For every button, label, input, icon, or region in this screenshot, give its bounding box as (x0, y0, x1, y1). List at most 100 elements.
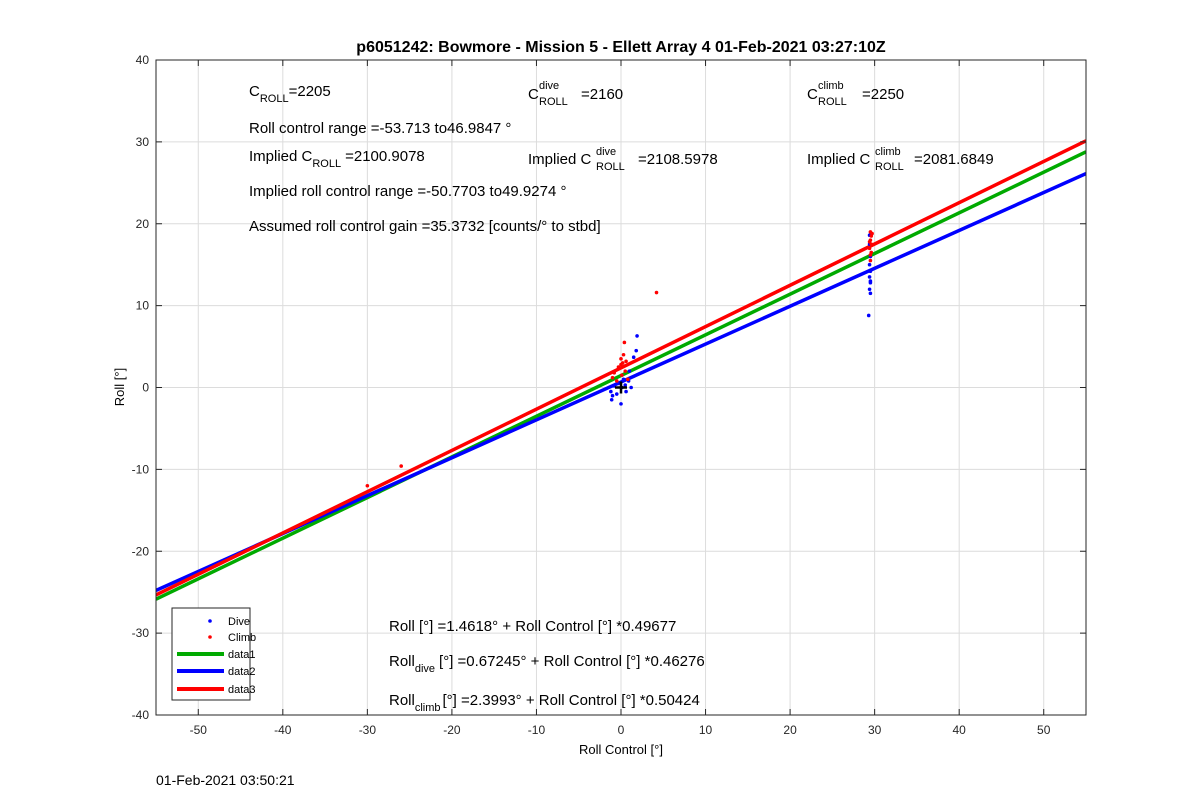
y-tick-label: 0 (142, 381, 149, 395)
data-point-climb (624, 359, 628, 364)
x-tick-label: 50 (1037, 723, 1051, 737)
data-point-dive (610, 393, 615, 398)
legend: Dive Climb data1 data2 data3 (171, 607, 256, 701)
x-tick-label: -40 (274, 723, 292, 737)
annotation-fit-climb: Rollclimb [°] =2.3993° + Roll Control [°]… (389, 692, 700, 714)
data-point-climb (868, 253, 873, 257)
y-tick-label: 30 (136, 135, 150, 149)
legend-marker-dive (208, 619, 212, 623)
data-point-dive (623, 383, 628, 387)
x-tick-label: 40 (953, 723, 967, 737)
data-point-dive (629, 385, 633, 390)
data-point-climb (620, 361, 625, 365)
y-tick-label: 40 (136, 53, 150, 67)
annotation-implied-c-roll-climb: Implied C (807, 151, 871, 168)
annotation-implied-c-roll: Implied CROLL =2100.9078 (249, 148, 425, 170)
y-axis-label: Roll [°] (112, 368, 127, 406)
annotation-implied-range: Implied roll control range =-50.7703 to4… (249, 183, 566, 200)
fit-line-data3 (156, 139, 1086, 597)
axis-ticks: -50 -40 -30 -20 -10 0 10 20 30 40 50 -40 -30 -20 -10 0 1… (132, 53, 1086, 737)
y-tick-label: -10 (132, 462, 150, 476)
y-tick-label: -30 (132, 626, 150, 640)
data-point-climb (610, 375, 615, 380)
legend-label-data1: data1 (228, 649, 256, 661)
data-point-climb (621, 352, 626, 357)
data-point-dive (868, 291, 873, 296)
data-point-climb (870, 231, 874, 236)
series-layer (156, 139, 1086, 601)
annotation-c-roll-climb-sub: ROLL (818, 96, 847, 108)
annotation-c-roll-climb-sup: climb (818, 80, 844, 92)
annotation-implied-c-roll-climb-value: =2081.6849 (914, 151, 994, 168)
data-point-dive (609, 389, 613, 394)
data-point-climb (619, 357, 623, 361)
legend-marker-climb (208, 635, 212, 639)
data-point-climb (867, 246, 872, 251)
data-point-dive (866, 313, 871, 318)
x-tick-label: -10 (528, 723, 546, 737)
x-tick-label: -20 (443, 723, 461, 737)
data-point-climb (867, 239, 872, 244)
annotation-implied-c-roll-dive-sub: ROLL (596, 161, 625, 173)
data-point-dive (868, 269, 873, 274)
annotation-c-roll-dive-sup: dive (539, 80, 559, 92)
data-point-dive (624, 389, 628, 394)
y-tick-label: -20 (132, 544, 150, 558)
annotation-implied-c-roll-dive-value: =2108.5978 (638, 151, 718, 168)
data-point-climb (612, 370, 617, 375)
legend-label-data3: data3 (228, 684, 256, 696)
annotation-implied-c-roll-dive: Implied C (528, 151, 592, 168)
legend-label-dive: Dive (228, 616, 250, 628)
footer-timestamp: 01-Feb-2021 03:50:21 (156, 772, 295, 788)
data-point-climb (616, 365, 621, 369)
data-point-dive (867, 262, 872, 267)
data-point-climb (623, 369, 628, 373)
data-point-dive (635, 334, 639, 338)
data-point-dive (627, 369, 632, 373)
x-axis-label: Roll Control [°] (579, 742, 663, 757)
y-tick-label: -40 (132, 708, 150, 722)
data-point-dive (621, 377, 626, 382)
annotation-fit-dive: Rolldive [°] =0.67245° + Roll Control [°]… (389, 653, 705, 675)
legend-label-climb: Climb (228, 632, 256, 644)
x-tick-label: 10 (699, 723, 713, 737)
annotations: CROLL=2205 C dive ROLL =2160 C climb ROL… (249, 80, 994, 714)
data-point-dive (867, 287, 872, 292)
data-point-climb (622, 340, 627, 345)
data-point-dive (614, 392, 619, 396)
chart-title: p6051242: Bowmore - Mission 5 - Ellett A… (356, 39, 886, 56)
data-point-climb (365, 483, 370, 488)
annotation-c-roll-dive: C (528, 86, 539, 103)
data-point-climb (625, 377, 630, 382)
data-point-dive (609, 397, 614, 402)
data-point-dive (619, 402, 623, 406)
data-point-dive (631, 355, 636, 360)
data-point-climb (868, 258, 873, 263)
y-tick-label: 20 (136, 217, 150, 231)
data-point-dive (867, 275, 872, 279)
annotation-fit-all: Roll [°] =1.4618° + Roll Control [°] *0.… (389, 618, 676, 635)
data-point-dive (634, 348, 639, 353)
data-point-climb (620, 373, 624, 378)
data-point-climb (654, 290, 659, 295)
data-point-climb (614, 379, 619, 383)
y-tick-label: 10 (136, 299, 150, 313)
legend-label-data2: data2 (228, 666, 256, 678)
x-tick-label: 0 (618, 723, 625, 737)
x-tick-label: -30 (359, 723, 377, 737)
origin-plus-marker (615, 381, 627, 394)
x-tick-label: 20 (783, 723, 797, 737)
annotation-c-roll-dive-sub: ROLL (539, 96, 568, 108)
data-point-dive (868, 279, 873, 283)
annotation-c-roll-climb: C (807, 86, 818, 103)
annotation-gain: Assumed roll control gain =35.3732 [coun… (249, 218, 601, 235)
annotation-roll-control-range: Roll control range =-53.713 to46.9847 ° (249, 120, 511, 137)
annotation-c-roll-dive-value: =2160 (581, 86, 623, 103)
annotation-c-roll: CROLL=2205 (249, 83, 331, 105)
annotation-implied-c-roll-climb-sup: climb (875, 146, 901, 158)
annotation-implied-c-roll-climb-sub: ROLL (875, 161, 904, 173)
x-tick-label: 30 (868, 723, 882, 737)
annotation-implied-c-roll-dive-sup: dive (596, 146, 616, 158)
data-point-climb (399, 464, 403, 468)
